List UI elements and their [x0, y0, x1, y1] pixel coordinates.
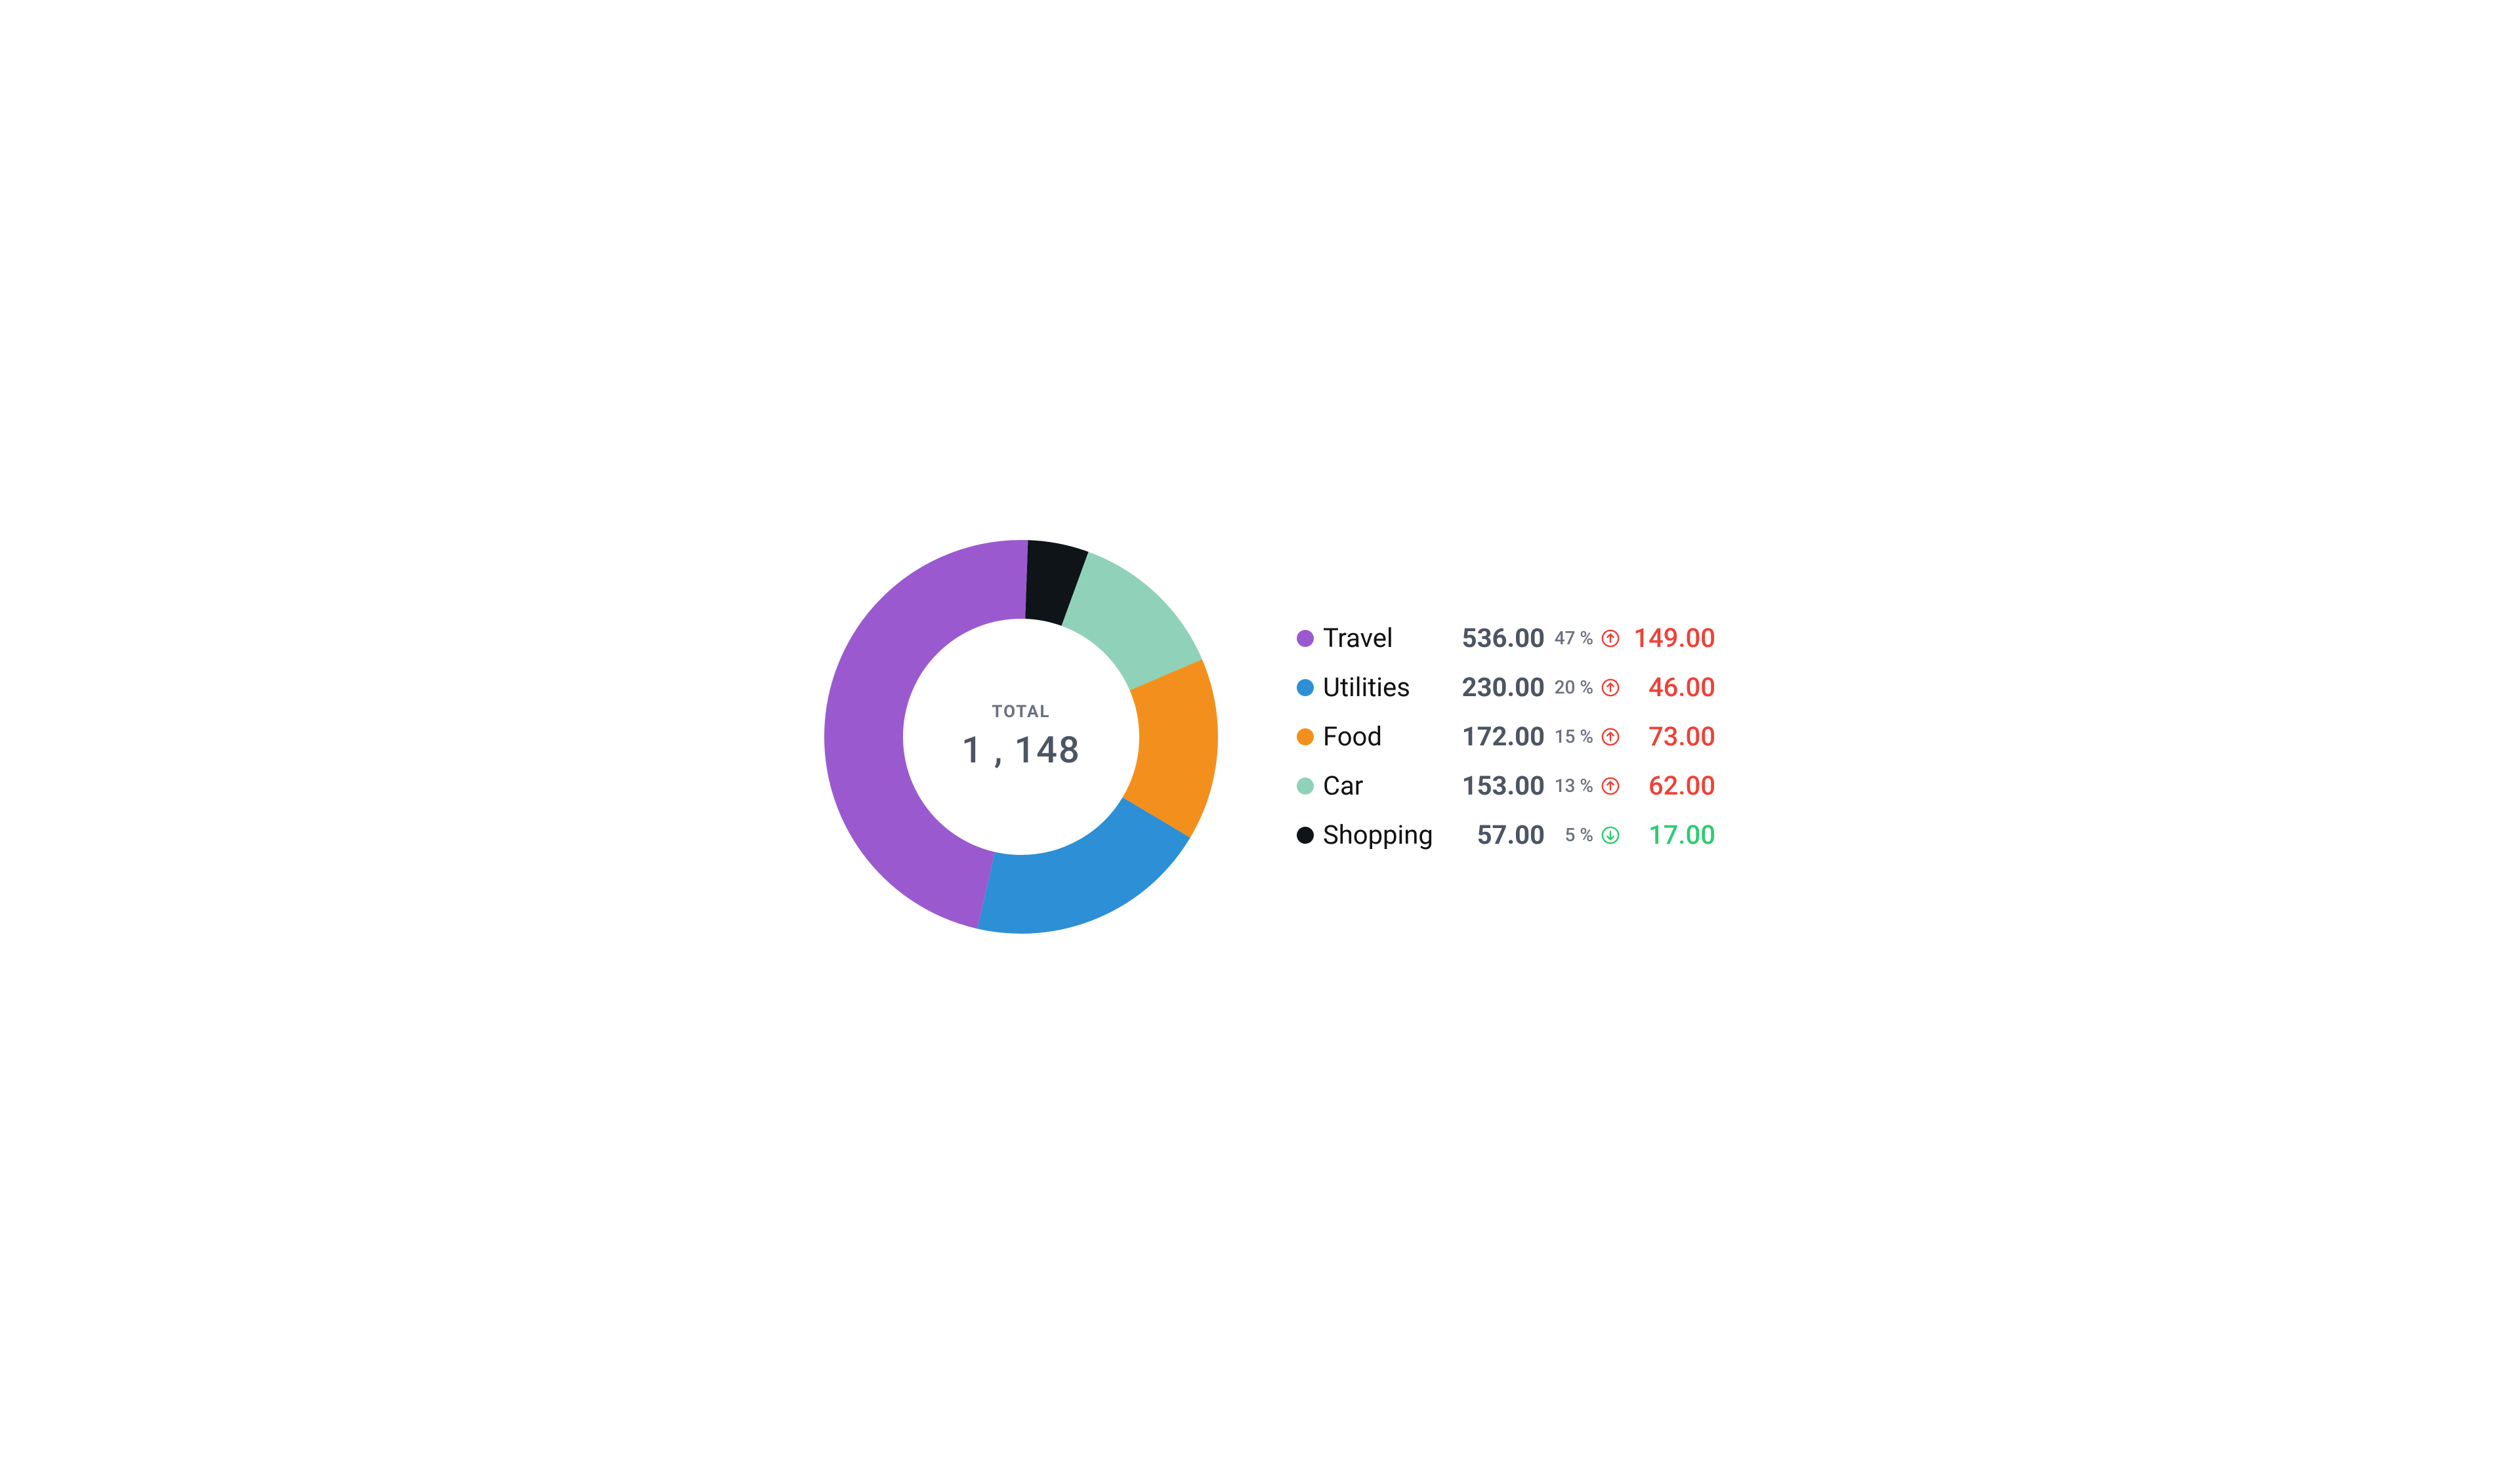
- legend-percent: 15 %: [1545, 726, 1597, 747]
- legend-value: 536.00: [1446, 623, 1545, 654]
- legend-percent: 47 %: [1545, 627, 1597, 649]
- legend-label: Car: [1315, 770, 1446, 801]
- legend-percent: 20 %: [1545, 676, 1597, 698]
- donut-svg: [805, 520, 1238, 953]
- arrow-up-icon: [1597, 629, 1624, 648]
- legend-value: 153.00: [1446, 770, 1545, 801]
- legend-delta: 62.00: [1624, 770, 1715, 801]
- legend-swatch: [1297, 778, 1314, 795]
- legend-delta: 17.00: [1624, 819, 1715, 850]
- legend-value: 57.00: [1446, 819, 1545, 850]
- expense-donut-chart: TOTAL 1 , 148 Travel 536.00 47 % 149.00 …: [778, 494, 1742, 980]
- legend-row-utilities: Utilities 230.00 20 % 46.00: [1297, 672, 1715, 703]
- legend-delta: 46.00: [1624, 672, 1715, 703]
- legend: Travel 536.00 47 % 149.00 Utilities 230.…: [1297, 623, 1715, 850]
- legend-label: Food: [1315, 721, 1446, 752]
- legend-value: 230.00: [1446, 672, 1545, 703]
- arrow-up-icon: [1597, 678, 1624, 697]
- legend-swatch: [1297, 679, 1314, 696]
- legend-percent: 13 %: [1545, 775, 1597, 797]
- legend-row-travel: Travel 536.00 47 % 149.00: [1297, 623, 1715, 654]
- arrow-down-icon: [1597, 825, 1624, 845]
- arrow-up-icon: [1597, 776, 1624, 796]
- legend-row-shopping: Shopping 57.00 5 % 17.00: [1297, 819, 1715, 850]
- legend-swatch: [1297, 630, 1314, 647]
- legend-label: Utilities: [1315, 672, 1446, 703]
- arrow-up-icon: [1597, 727, 1624, 747]
- legend-swatch: [1297, 728, 1314, 745]
- legend-row-car: Car 153.00 13 % 62.00: [1297, 770, 1715, 801]
- legend-label: Travel: [1315, 623, 1446, 654]
- legend-delta: 149.00: [1624, 623, 1715, 654]
- donut-container: TOTAL 1 , 148: [805, 520, 1238, 953]
- legend-row-food: Food 172.00 15 % 73.00: [1297, 721, 1715, 752]
- legend-label: Shopping: [1315, 819, 1446, 850]
- legend-swatch: [1297, 827, 1314, 844]
- legend-delta: 73.00: [1624, 721, 1715, 752]
- legend-percent: 5 %: [1545, 824, 1597, 846]
- legend-value: 172.00: [1446, 721, 1545, 752]
